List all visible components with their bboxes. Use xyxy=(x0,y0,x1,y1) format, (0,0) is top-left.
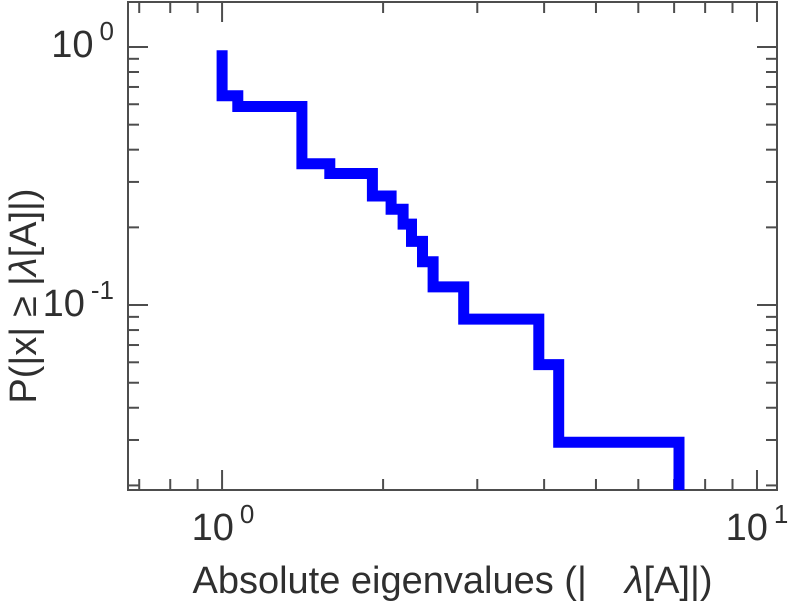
y-axis-title: P(|x| ≥ |λ[A]|) xyxy=(3,188,45,404)
y-tick-label-0-1: 10 -1 xyxy=(0,277,114,325)
lambda-symbol: λ xyxy=(624,560,644,602)
tick-exponent: -1 xyxy=(90,275,114,305)
x-axis-title: Absolute eigenvalues (| λ[A]|) xyxy=(128,562,777,600)
y-title-p1: P(|x| xyxy=(3,326,45,404)
y-title-suffix: [A]|) xyxy=(3,188,45,258)
tick-exponent: 0 xyxy=(99,16,114,46)
y-tick-label-1: 10 0 xyxy=(0,18,114,66)
axis-ticks xyxy=(128,2,777,490)
x-title-suffix: [A]|) xyxy=(643,560,713,602)
tick-base: 10 xyxy=(191,507,234,549)
x-tick-label-10: 10 1 xyxy=(697,501,789,549)
tick-base: 10 xyxy=(725,507,768,549)
y-title-bar: | xyxy=(3,276,45,286)
x-title-prefix: Absolute eigenvalues (| xyxy=(192,560,587,602)
tick-exponent: 0 xyxy=(239,499,255,529)
tick-base: 10 xyxy=(51,24,94,66)
tick-exponent: 1 xyxy=(773,499,789,529)
x-tick-label-1: 10 0 xyxy=(163,501,283,549)
greater-equal-symbol: ≥ xyxy=(3,295,45,317)
tick-base: 10 xyxy=(42,283,85,325)
plot-frame xyxy=(127,1,778,491)
ccdf-step-line xyxy=(216,50,685,490)
lambda-symbol: λ xyxy=(3,257,45,277)
